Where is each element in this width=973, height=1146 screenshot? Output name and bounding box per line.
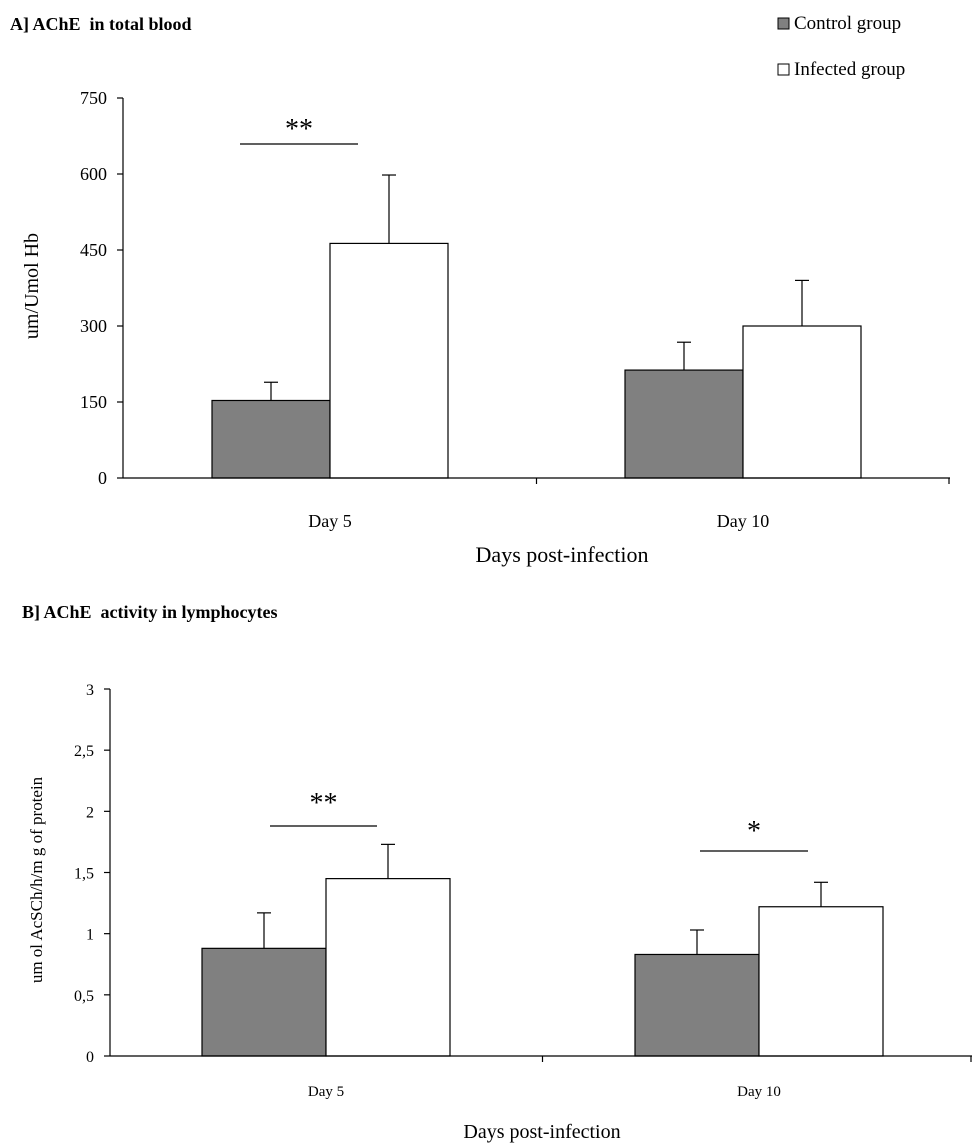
chart-b-category-label: Day 5	[308, 1084, 344, 1100]
chart-a-y-tick-label: 750	[80, 88, 107, 108]
chart-panel-b: B] AChE activity in lymphocytes um ol Ac…	[22, 602, 972, 1143]
chart-b-significance-label: *	[747, 816, 761, 847]
legend-label-control: Control group	[794, 13, 901, 34]
chart-a-y-tick-label: 150	[80, 392, 107, 412]
chart-a-plot: Day 5 Day 10 0 150 300 450 600 750 **	[80, 88, 950, 531]
chart-b-title: B] AChE activity in lymphocytes	[22, 602, 278, 622]
chart-b-category-label: Day 10	[737, 1084, 781, 1100]
chart-a-bar-infected-2	[742, 325, 862, 479]
chart-a-y-tick-label: 300	[80, 316, 107, 336]
chart-panel-a: A] AChE in total blood um/Umol Hb Days p…	[10, 14, 950, 567]
chart-a-bar-infected-1	[329, 242, 449, 479]
chart-a-bar-control-1	[211, 399, 331, 479]
chart-a-y-tick-label: 600	[80, 164, 107, 184]
chart-a-category-label: Day 10	[717, 511, 770, 531]
chart-b-y-tick-label: 2	[86, 804, 94, 821]
chart-b-y-tick-label: 0,5	[74, 988, 94, 1005]
chart-a-significance-label: **	[285, 114, 313, 145]
legend-swatch-infected	[777, 63, 790, 76]
chart-a-title: A] AChE in total blood	[10, 14, 192, 34]
chart-b-y-tick-label: 2,5	[74, 743, 94, 760]
chart-a-ylabel: um/Umol Hb	[21, 233, 43, 339]
chart-a-y-tick-label: 450	[80, 240, 107, 260]
chart-b-xlabel: Days post-infection	[463, 1121, 620, 1143]
chart-b-bar-infected-2	[758, 906, 884, 1057]
chart-b-y-tick-label: 0	[86, 1049, 94, 1066]
chart-b-ylabel: um ol AcSCh/h/m g of protein	[27, 776, 46, 983]
chart-a-category-label: Day 5	[308, 511, 352, 531]
chart-b-y-tick-label: 1	[86, 927, 94, 944]
chart-a-xlabel: Days post-infection	[476, 542, 649, 567]
chart-b-significance-label: **	[310, 788, 338, 819]
chart-b-bar-infected-1	[325, 878, 451, 1057]
chart-b-bar-control-2	[634, 953, 760, 1057]
legend-label-infected: Infected group	[794, 59, 905, 80]
chart-b-y-tick-label: 1,5	[74, 866, 94, 883]
chart-b-y-tick-label: 3	[86, 682, 94, 699]
legend-swatch-control	[777, 17, 790, 30]
legend: Control group Infected group	[777, 13, 905, 80]
chart-b-bar-control-1	[201, 947, 327, 1057]
chart-a-bar-control-2	[624, 369, 744, 479]
chart-a-y-tick-label: 0	[98, 468, 107, 488]
